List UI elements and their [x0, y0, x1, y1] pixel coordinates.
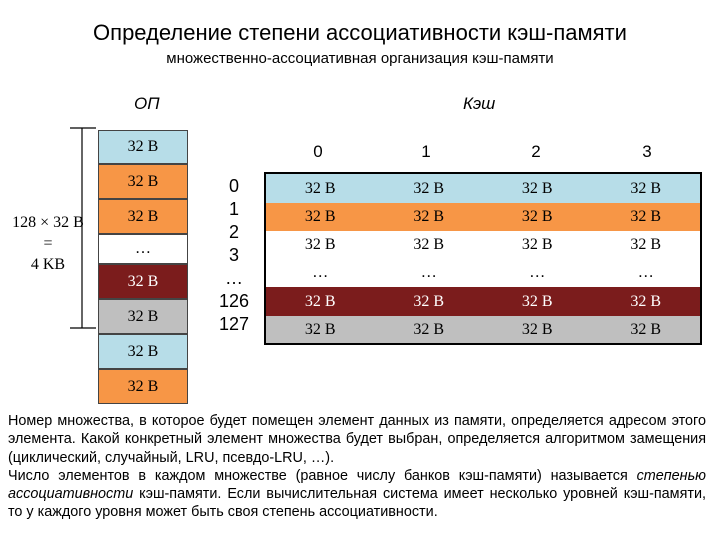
cache-cell: 32 B	[304, 320, 336, 338]
term-emphasis: степенью ассоциативности	[8, 467, 706, 503]
cache-cell: 32 B	[413, 236, 445, 253]
set-index: 2	[228, 222, 239, 242]
text-fragment: кэш-памяти. Если вычислительная система …	[8, 486, 706, 521]
memory-size-line: 128 × 32 B	[12, 214, 84, 231]
page-subtitle: множественно-ассоциативная организация к…	[166, 50, 554, 67]
explanation-paragraph: Число элементов в каждом множестве (равн…	[8, 467, 706, 522]
cache-cell: 32 B	[413, 292, 445, 310]
set-index: 126	[218, 291, 250, 311]
explanation-paragraph: Номер множества, в которое будет помещен…	[8, 413, 706, 466]
memory-size-bracket	[70, 127, 96, 329]
bank-number: 3	[642, 142, 652, 161]
cache-cell: 32 B	[304, 208, 336, 225]
cache-cell: 32 B	[521, 179, 553, 197]
cache-cell: …	[420, 264, 437, 281]
cache-cell: 32 B	[304, 292, 336, 310]
memory-block: 32 B	[98, 299, 188, 334]
set-index: 3	[228, 245, 239, 265]
memory-block: 32 B	[98, 199, 188, 234]
cache-cell: …	[637, 264, 654, 281]
cache-header: Кэш	[463, 94, 496, 113]
bank-number: 1	[421, 142, 431, 161]
set-index: 127	[218, 314, 250, 334]
cache-cell: 32 B	[630, 320, 662, 338]
set-index: …	[225, 268, 243, 288]
cache-row: 32 B 32 B 32 B 32 B	[266, 203, 700, 231]
memory-block: 32 B	[98, 334, 188, 369]
bank-number: 2	[531, 142, 541, 161]
cache-cell: 32 B	[630, 292, 662, 310]
memory-block: 32 B	[98, 164, 188, 199]
memory-size-label: 128 × 32 B = 4 KB	[0, 212, 96, 275]
cache-row: 32 B 32 B 32 B 32 B	[266, 231, 700, 259]
explanation-text: Номер множества, в которое будет помещен…	[8, 412, 706, 522]
cache-cell: …	[312, 264, 329, 281]
cache-cell: 32 B	[521, 320, 553, 338]
memory-header: ОП	[134, 94, 160, 113]
cache-cell: …	[529, 264, 546, 281]
cache-cell: 32 B	[413, 208, 445, 225]
memory-block: 32 B	[98, 264, 188, 299]
bank-number: 0	[313, 142, 323, 161]
cache-cell: 32 B	[413, 179, 445, 197]
cache-row: 32 B 32 B 32 B 32 B	[266, 174, 700, 203]
cache-row: 32 B 32 B 32 B 32 B	[266, 316, 700, 343]
text-fragment: Число элементов в каждом множестве (равн…	[8, 467, 637, 484]
cache-cell: 32 B	[304, 179, 336, 197]
memory-block: …	[98, 234, 188, 264]
cache-cell: 32 B	[630, 236, 662, 253]
cache-row: … … … …	[266, 259, 700, 287]
cache-cell: 32 B	[630, 208, 662, 225]
memory-block: 32 B	[98, 130, 188, 164]
cache-cell: 32 B	[304, 236, 336, 253]
memory-block: 32 B	[98, 369, 188, 404]
cache-cell: 32 B	[413, 320, 445, 338]
set-index: 1	[228, 199, 239, 219]
memory-size-line: 4 KB	[30, 256, 66, 273]
cache-cell: 32 B	[521, 292, 553, 310]
page-title: Определение степени ассоциативности кэш-…	[93, 20, 627, 45]
cache-cell: 32 B	[521, 236, 553, 253]
cache-cell: 32 B	[630, 179, 662, 197]
cache-row: 32 B 32 B 32 B 32 B	[266, 287, 700, 316]
cache-table: 32 B 32 B 32 B 32 B 32 B 32 B 32 B 32 B …	[264, 172, 702, 345]
set-index: 0	[228, 176, 239, 196]
memory-size-line: =	[43, 235, 53, 252]
cache-cell: 32 B	[521, 208, 553, 225]
